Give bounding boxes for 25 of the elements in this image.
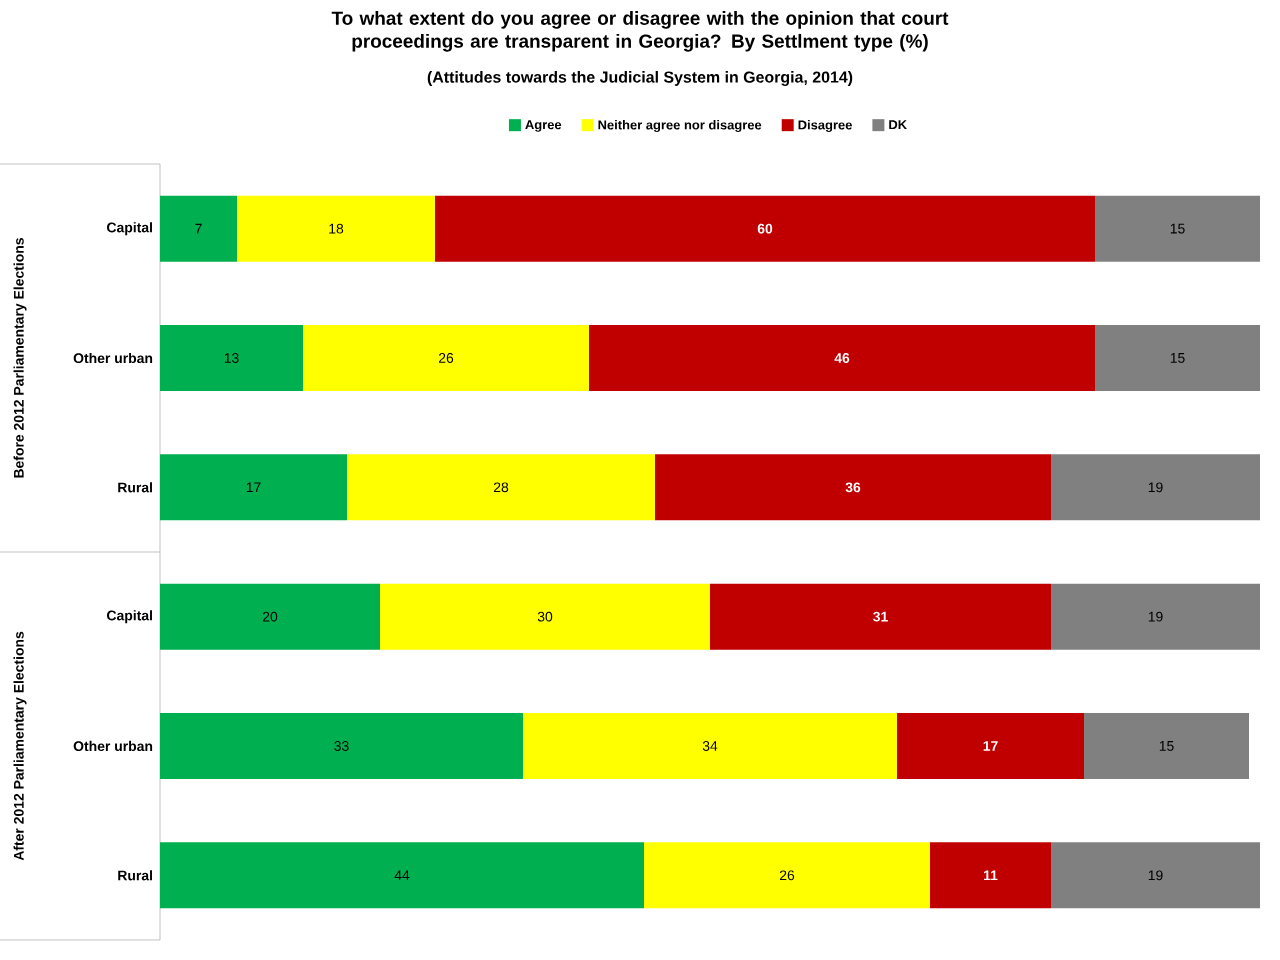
bar: [303, 325, 590, 391]
bar: [897, 713, 1085, 779]
bar: [523, 713, 898, 779]
bar: [1095, 325, 1261, 391]
bar: [160, 454, 348, 521]
chart-title: To what extent do you agree or disagree with the opinion that court proceedings are transparent in Georgia? By Settlment type (%): [331, 11, 949, 52]
bar: [644, 842, 931, 909]
bar: [1095, 195, 1261, 262]
bar: [710, 583, 1052, 650]
bar: [1084, 713, 1250, 779]
bar: [160, 842, 645, 909]
bar: [1051, 583, 1261, 650]
bar: [1051, 454, 1261, 521]
bar: [160, 583, 381, 650]
bar: [1051, 842, 1261, 909]
bar: [435, 195, 1096, 262]
bar: [589, 325, 1096, 391]
bar: [237, 195, 436, 262]
bar: [160, 325, 304, 391]
bar: [160, 713, 524, 779]
bar: [160, 195, 238, 262]
bar: [347, 454, 656, 521]
bar: [655, 454, 1052, 521]
bar: [380, 583, 711, 650]
bar: [930, 842, 1052, 909]
